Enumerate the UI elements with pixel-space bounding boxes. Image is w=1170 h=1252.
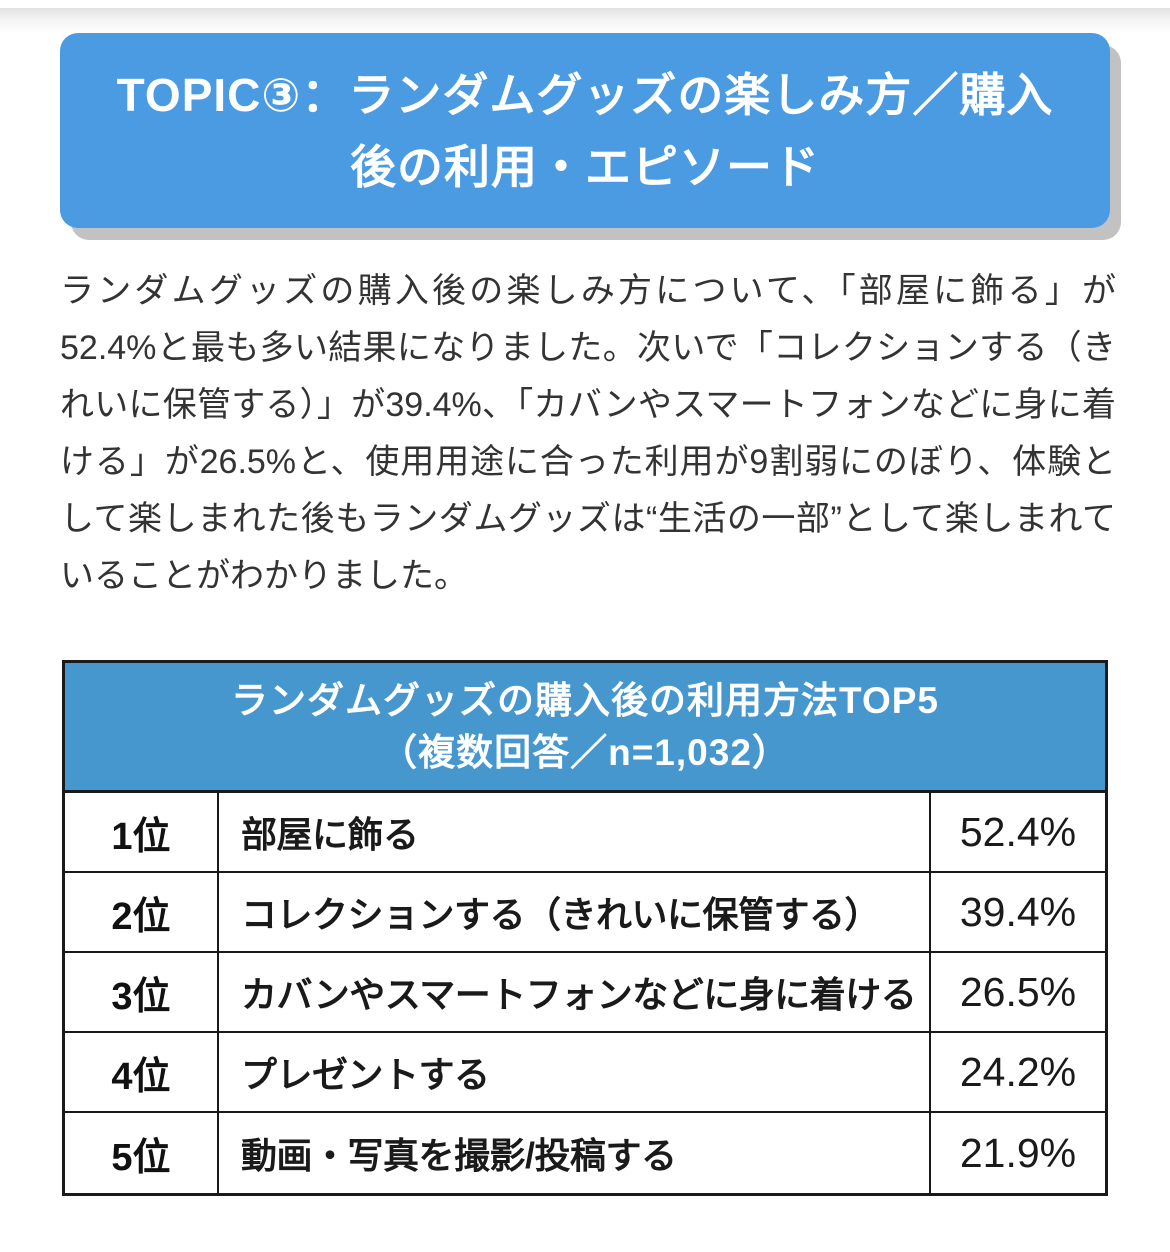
lead-paragraph: ランダムグッズの購入後の楽しみ方について、「部屋に飾る」が52.4%と最も多い結…	[60, 272, 1116, 595]
value-cell: 52.4%	[959, 808, 1077, 855]
table-title-line2: （複数回答／n=1,032）	[380, 731, 790, 773]
value-cell: 24.2%	[959, 1048, 1077, 1095]
value-cell: 21.9%	[959, 1129, 1077, 1176]
item-cell: 部屋に飾る	[219, 793, 931, 871]
table-row: 1位 部屋に飾る 52.4%	[65, 793, 1105, 873]
item-cell: コレクションする（きれいに保管する）	[219, 873, 931, 951]
top-scroll-shadow	[0, 8, 1170, 34]
topic-banner-title: TOPIC③：ランダムグッズの楽しみ方／購入後の利用・エピソード	[116, 68, 1054, 193]
rank-cell: 2位	[65, 873, 219, 951]
table-row: 4位 プレゼントする 24.2%	[65, 1033, 1105, 1113]
rank-cell: 5位	[65, 1113, 219, 1193]
table-row: 3位 カバンやスマートフォンなどに身に着ける 26.5%	[65, 953, 1105, 1033]
rank-cell: 1位	[65, 793, 219, 871]
ranking-table-header: ランダムグッズの購入後の利用方法TOP5 （複数回答／n=1,032）	[65, 663, 1105, 793]
table-row: 2位 コレクションする（きれいに保管する） 39.4%	[65, 873, 1105, 953]
item-cell: プレゼントする	[219, 1033, 931, 1111]
rank-cell: 3位	[65, 953, 219, 1031]
value-cell: 39.4%	[959, 888, 1077, 935]
rank-cell: 4位	[65, 1033, 219, 1111]
table-title-line1: ランダムグッズの購入後の利用方法TOP5	[231, 679, 939, 721]
value-cell: 26.5%	[959, 968, 1077, 1015]
item-cell: カバンやスマートフォンなどに身に着ける	[219, 953, 931, 1031]
table-row: 5位 動画・写真を撮影/投稿する 21.9%	[65, 1113, 1105, 1193]
topic-banner: TOPIC③：ランダムグッズの楽しみ方／購入後の利用・エピソード	[60, 33, 1110, 228]
item-cell: 動画・写真を撮影/投稿する	[219, 1113, 931, 1193]
ranking-table: ランダムグッズの購入後の利用方法TOP5 （複数回答／n=1,032） 1位 部…	[62, 660, 1108, 1196]
